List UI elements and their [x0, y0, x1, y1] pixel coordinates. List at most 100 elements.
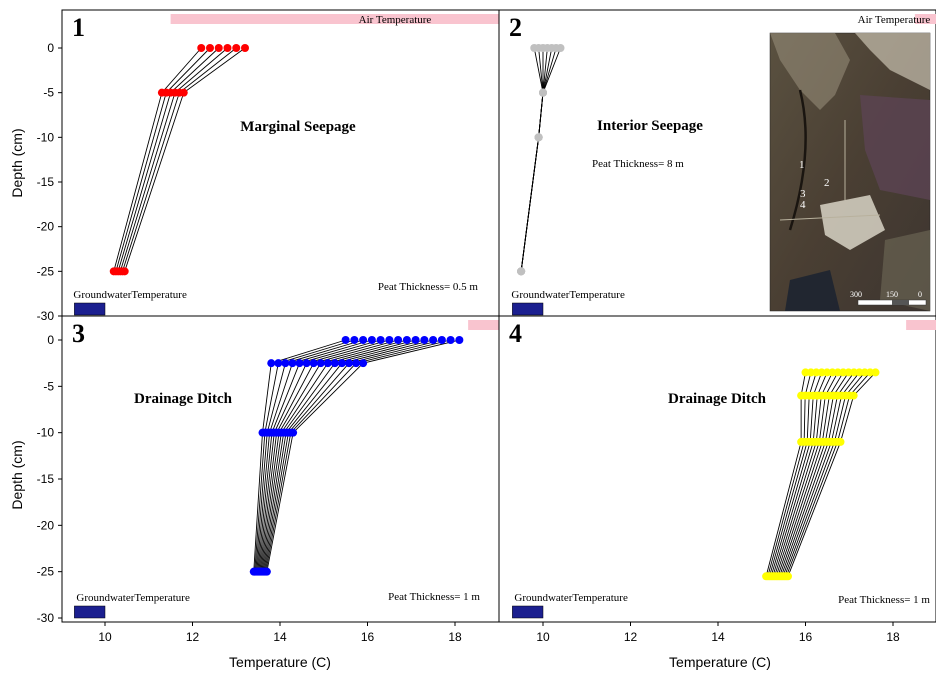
profile-line-3-7 — [260, 339, 407, 572]
data-point-3-5-1 — [302, 359, 311, 368]
panel-number-4: 4 — [509, 319, 522, 348]
groundwater-temperature-label-3: GroundwaterTemperature — [76, 592, 190, 604]
data-point-1-4-0 — [232, 44, 241, 52]
peat-thickness-note-1: Peat Thickness= 0.5 m — [378, 281, 479, 293]
groundwater-temperature-label-1: GroundwaterTemperature — [73, 289, 187, 301]
x-axis-label-right: Temperature (C) — [669, 654, 771, 670]
profile-line-4-4 — [772, 372, 828, 577]
panel-number-2: 2 — [509, 13, 522, 42]
y-tick-label-3-2: -10 — [37, 426, 55, 440]
data-point-3-12-1 — [352, 359, 361, 368]
groundwater-temperature-label-2: GroundwaterTemperature — [511, 289, 625, 301]
peat-thickness-note-4: Peat Thickness= 1 m — [838, 594, 930, 606]
data-point-3-13-1 — [359, 359, 368, 368]
y-axis-label-top: Depth (cm) — [9, 128, 25, 197]
y-tick-label-1-0: 0 — [47, 41, 54, 55]
x-tick-label-4-2: 14 — [711, 630, 725, 644]
y-tick-label-3-3: -15 — [37, 472, 55, 486]
y-tick-label-1-5: -25 — [37, 264, 55, 278]
x-tick-label-4-0: 10 — [536, 630, 550, 644]
x-tick-label-4-3: 16 — [799, 630, 813, 644]
air-temperature-label-1: Air Temperature — [359, 14, 432, 26]
profile-lines-1 — [113, 47, 246, 272]
data-point-1-0-0 — [197, 44, 206, 52]
profile-line-4-6 — [775, 372, 839, 577]
data-point-3-0-0 — [341, 336, 350, 344]
x-tick-label-3-1: 12 — [186, 630, 200, 644]
profile-line-4-0 — [765, 372, 806, 577]
data-point-3-9-0 — [420, 336, 429, 344]
profile-line-3-11 — [264, 339, 442, 572]
profile-line-4-2 — [769, 372, 817, 577]
air-temperature-bar-4 — [906, 320, 936, 330]
data-point-4-13-0 — [871, 368, 880, 377]
profile-line-3-8 — [261, 339, 416, 572]
groundwater-temperature-box-3 — [74, 605, 106, 619]
data-point-2-6-1 — [539, 88, 547, 97]
profile-line-1-3 — [119, 47, 228, 272]
profile-line-4-13 — [787, 372, 876, 577]
x-tick-label-4-4: 18 — [886, 630, 900, 644]
map-label-4: 4 — [800, 199, 806, 211]
profile-line-3-13 — [266, 339, 460, 572]
y-tick-label-3-5: -25 — [37, 565, 55, 579]
profile-line-4-5 — [774, 372, 833, 577]
air-temperature-bar-2 — [914, 14, 936, 24]
data-point-3-7-1 — [316, 359, 325, 368]
groundwater-temperature-box-2 — [512, 302, 544, 316]
y-axis-label-bottom: Depth (cm) — [9, 440, 25, 509]
data-point-3-10-1 — [337, 359, 346, 368]
map-scale-150: 150 — [886, 290, 898, 299]
groundwater-temperature-box-1 — [74, 302, 106, 316]
data-point-3-3-1 — [288, 359, 297, 368]
peat-thickness-note-3: Peat Thickness= 1 m — [388, 591, 480, 603]
profile-lines-2 — [520, 47, 561, 272]
profile-line-4-9 — [780, 372, 855, 577]
map-label-3: 3 — [800, 188, 806, 200]
data-point-3-1-0 — [350, 336, 359, 344]
peat-thickness-note-2: Peat Thickness= 8 m — [592, 158, 684, 170]
map-scale-300: 300 — [850, 290, 862, 299]
profile-line-1-4 — [122, 47, 237, 272]
profile-line-3-4 — [257, 339, 381, 572]
profile-line-3-9 — [262, 339, 425, 572]
profile-line-2-5 — [520, 47, 557, 272]
data-point-3-13-3 — [262, 567, 271, 576]
profile-points-1 — [109, 44, 249, 276]
profile-points-3 — [249, 336, 464, 576]
data-point-3-1-1 — [274, 359, 283, 368]
data-point-3-12-0 — [446, 336, 455, 344]
data-point-1-3-0 — [223, 44, 232, 52]
profile-line-4-3 — [770, 372, 823, 577]
data-point-2-6-0 — [556, 44, 565, 52]
data-point-2-6-3 — [517, 267, 526, 276]
data-point-3-4-1 — [295, 359, 304, 368]
air-temperature-label-2: Air Temperature — [858, 14, 931, 26]
profile-line-4-7 — [777, 372, 844, 577]
air-temperature-bar-3 — [468, 320, 499, 330]
profile-line-3-6 — [259, 339, 399, 572]
map-label-2: 2 — [824, 177, 830, 189]
panel-title-3: Drainage Ditch — [134, 391, 233, 407]
data-point-3-8-1 — [323, 359, 332, 368]
profile-line-3-2 — [255, 339, 364, 572]
panel-frame-4 — [498, 315, 936, 623]
x-axis-label-left: Temperature (C) — [229, 654, 331, 670]
panel-title-4: Drainage Ditch — [668, 391, 767, 407]
data-point-3-3-0 — [367, 336, 376, 344]
panel-number-1: 1 — [72, 13, 85, 42]
y-tick-label-1-2: -10 — [37, 130, 55, 144]
profile-line-2-0 — [520, 47, 544, 272]
map-label-1: 1 — [799, 159, 805, 171]
map-inset: 1 2 3 4 300 150 0 — [769, 32, 931, 312]
profile-line-2-2 — [520, 48, 544, 272]
profile-points-2 — [517, 44, 565, 276]
profile-line-2-6 — [520, 47, 561, 272]
profile-line-4-11 — [784, 372, 866, 577]
profile-line-4-10 — [782, 372, 860, 577]
y-tick-label-1-3: -15 — [37, 175, 55, 189]
data-point-1-1-0 — [206, 44, 214, 52]
y-tick-label-3-0: 0 — [47, 333, 54, 347]
panel-number-3: 3 — [72, 319, 85, 348]
